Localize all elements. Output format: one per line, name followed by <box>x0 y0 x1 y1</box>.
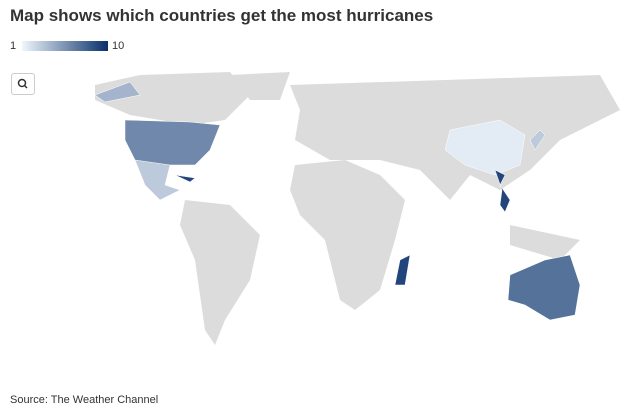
shaded-country <box>124 119 221 176</box>
shaded-country <box>444 119 526 176</box>
shaded-country <box>94 81 141 103</box>
shaded-country <box>529 129 546 151</box>
shaded-country <box>494 169 511 213</box>
shaded-country <box>134 159 181 201</box>
legend-gradient <box>22 41 108 51</box>
shaded-country <box>394 254 411 286</box>
shaded-country <box>174 174 196 183</box>
land <box>95 72 250 125</box>
land <box>180 200 260 345</box>
search-icon <box>17 78 28 89</box>
legend-max: 10 <box>112 40 125 52</box>
land <box>510 225 580 260</box>
land <box>290 160 405 310</box>
source: Source: The Weather Channel <box>10 394 159 406</box>
title: Map shows which countries get the most h… <box>10 6 434 25</box>
legend-min: 1 <box>10 40 17 52</box>
shaded-country <box>507 254 581 321</box>
search-button[interactable] <box>11 73 35 95</box>
land <box>230 72 290 100</box>
